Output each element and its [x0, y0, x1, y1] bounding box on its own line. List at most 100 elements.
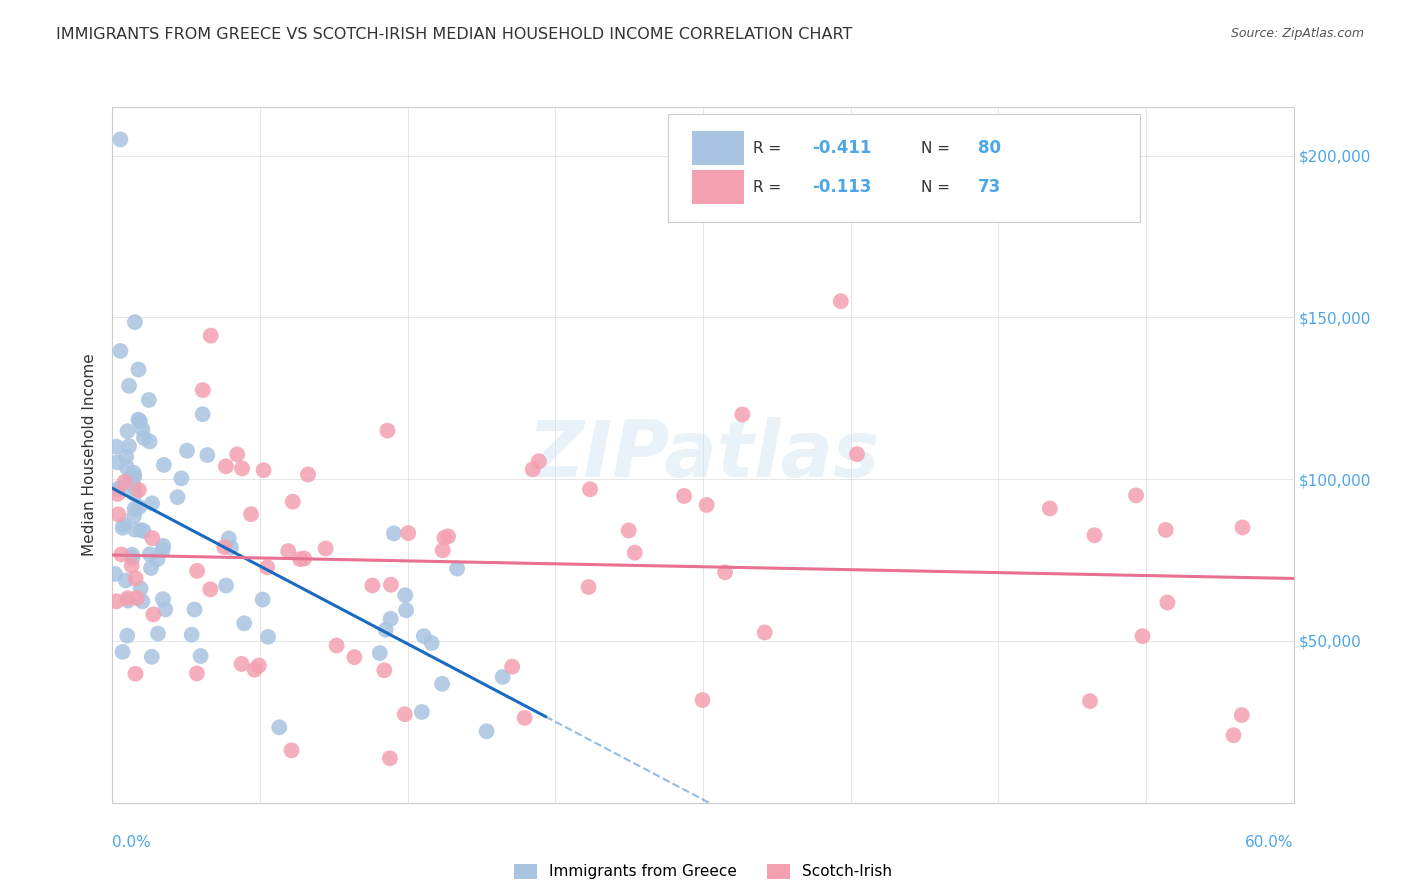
Point	[380, 578, 402, 592]
Point	[696, 498, 718, 512]
Point	[215, 578, 238, 592]
Point	[153, 458, 176, 472]
Point	[186, 666, 208, 681]
Point	[394, 588, 416, 602]
Point	[297, 467, 319, 482]
Point	[1078, 694, 1101, 708]
Point	[412, 629, 434, 643]
Point	[124, 571, 146, 585]
Point	[108, 481, 131, 495]
Point	[131, 594, 153, 608]
Point	[277, 544, 299, 558]
Point	[200, 328, 222, 343]
Point	[382, 526, 405, 541]
Point	[139, 547, 162, 561]
Point	[195, 448, 218, 462]
Point	[127, 362, 149, 376]
Point	[105, 455, 128, 469]
Point	[1132, 629, 1154, 643]
Point	[121, 551, 143, 566]
Point	[219, 541, 242, 555]
Point	[138, 434, 160, 449]
Point	[129, 414, 152, 428]
Point	[437, 529, 460, 543]
Point	[288, 552, 311, 566]
Point	[110, 343, 132, 358]
Point	[105, 440, 128, 454]
Point	[110, 132, 132, 146]
Point	[118, 379, 141, 393]
Point	[231, 461, 253, 475]
Point	[491, 670, 513, 684]
Point	[152, 592, 174, 607]
Point	[120, 470, 142, 484]
Point	[1039, 501, 1062, 516]
Point	[1222, 728, 1244, 742]
Point	[432, 543, 454, 558]
Point	[141, 531, 163, 545]
Point	[122, 480, 145, 494]
Y-axis label: Median Household Income: Median Household Income	[82, 353, 97, 557]
Text: 0.0%: 0.0%	[112, 836, 152, 850]
Point	[1154, 523, 1177, 537]
Point	[513, 711, 536, 725]
Point	[522, 462, 544, 476]
Point	[180, 627, 202, 641]
Point	[131, 422, 153, 436]
Point	[380, 612, 402, 626]
Point	[121, 548, 143, 562]
Point	[374, 623, 396, 637]
Point	[115, 450, 138, 464]
Point	[325, 639, 347, 653]
Point	[104, 566, 127, 581]
Text: 73: 73	[979, 178, 1001, 196]
Point	[280, 743, 302, 757]
Point	[124, 666, 146, 681]
Point	[231, 657, 253, 671]
Point	[247, 658, 270, 673]
Point	[1230, 708, 1253, 723]
Point	[191, 383, 214, 397]
Point	[692, 693, 714, 707]
Point	[396, 526, 419, 541]
Text: -0.113: -0.113	[811, 178, 872, 196]
Text: IMMIGRANTS FROM GREECE VS SCOTCH-IRISH MEDIAN HOUSEHOLD INCOME CORRELATION CHART: IMMIGRANTS FROM GREECE VS SCOTCH-IRISH M…	[56, 27, 852, 42]
Point	[475, 724, 498, 739]
Point	[215, 459, 238, 474]
Text: -0.411: -0.411	[811, 139, 872, 157]
Point	[132, 524, 155, 538]
Point	[731, 408, 754, 422]
Text: Source: ZipAtlas.com: Source: ZipAtlas.com	[1230, 27, 1364, 40]
Point	[368, 646, 391, 660]
Point	[378, 751, 401, 765]
Point	[579, 483, 602, 497]
FancyBboxPatch shape	[668, 114, 1140, 222]
Point	[256, 560, 278, 574]
Point	[252, 463, 274, 477]
Point	[131, 523, 153, 537]
Point	[114, 574, 136, 588]
Point	[121, 558, 143, 573]
Point	[166, 490, 188, 504]
Point	[129, 582, 152, 596]
Point	[343, 650, 366, 665]
Point	[124, 523, 146, 537]
Point	[128, 500, 150, 514]
Point	[155, 602, 177, 616]
Point	[226, 447, 249, 461]
Point	[673, 489, 696, 503]
Text: N =: N =	[921, 179, 955, 194]
Point	[377, 424, 399, 438]
Point	[110, 548, 132, 562]
Point	[122, 466, 145, 480]
Point	[1156, 595, 1178, 609]
Point	[112, 518, 135, 533]
Point	[501, 659, 523, 673]
Point	[107, 483, 129, 497]
Point	[146, 552, 169, 566]
Point	[152, 543, 174, 558]
Point	[845, 447, 868, 461]
Text: 80: 80	[979, 139, 1001, 157]
Point	[394, 707, 416, 722]
Point	[114, 475, 136, 489]
